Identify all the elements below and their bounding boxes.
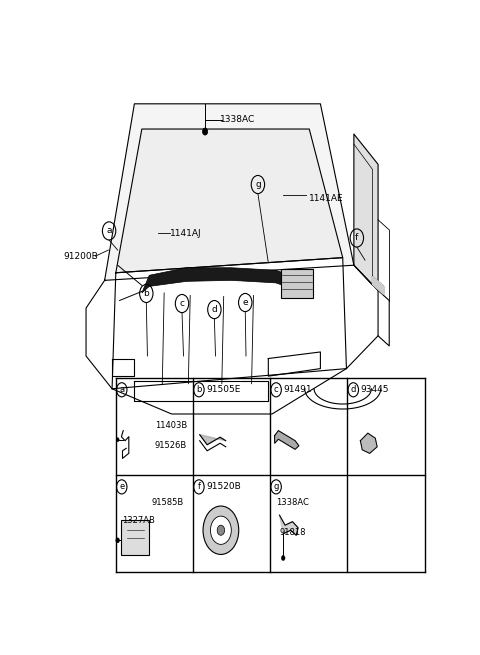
FancyBboxPatch shape	[281, 269, 313, 298]
Text: 91491: 91491	[284, 385, 312, 394]
Text: g: g	[274, 482, 279, 491]
Polygon shape	[354, 134, 378, 290]
Text: e: e	[242, 298, 248, 307]
Text: c: c	[180, 299, 184, 308]
Polygon shape	[360, 433, 377, 453]
Text: f: f	[197, 482, 201, 491]
Text: d: d	[212, 305, 217, 314]
Text: b: b	[196, 385, 202, 394]
Circle shape	[210, 516, 231, 544]
Text: 91505E: 91505E	[206, 385, 241, 394]
Polygon shape	[105, 104, 354, 280]
Text: a: a	[119, 385, 124, 394]
Polygon shape	[275, 430, 299, 449]
Text: a: a	[107, 227, 112, 235]
Polygon shape	[279, 515, 298, 535]
Polygon shape	[142, 268, 290, 293]
Text: 91200B: 91200B	[64, 252, 98, 261]
Circle shape	[203, 128, 208, 135]
Circle shape	[217, 525, 225, 535]
Text: 1338AC: 1338AC	[220, 115, 255, 124]
Circle shape	[203, 506, 239, 554]
Circle shape	[281, 555, 285, 561]
Text: 91818: 91818	[279, 529, 306, 537]
Polygon shape	[372, 276, 384, 295]
Circle shape	[116, 438, 119, 441]
Text: 91520B: 91520B	[206, 482, 241, 491]
Text: e: e	[119, 482, 124, 491]
Text: b: b	[144, 289, 149, 298]
Polygon shape	[112, 257, 347, 389]
Text: 93445: 93445	[361, 385, 389, 394]
Polygon shape	[116, 129, 343, 272]
Text: f: f	[355, 233, 359, 242]
Text: d: d	[350, 385, 356, 394]
Text: 11403B: 11403B	[155, 421, 187, 430]
Text: g: g	[255, 180, 261, 189]
FancyBboxPatch shape	[121, 520, 149, 555]
Text: 1327AB: 1327AB	[122, 515, 155, 525]
Polygon shape	[200, 435, 226, 445]
Text: 91526B: 91526B	[155, 441, 187, 450]
Text: 1141AJ: 1141AJ	[170, 229, 202, 238]
Text: 1141AE: 1141AE	[309, 194, 344, 203]
Circle shape	[116, 538, 120, 543]
Text: c: c	[274, 385, 278, 394]
Text: 1338AC: 1338AC	[276, 498, 309, 507]
Text: 91585B: 91585B	[151, 498, 183, 507]
